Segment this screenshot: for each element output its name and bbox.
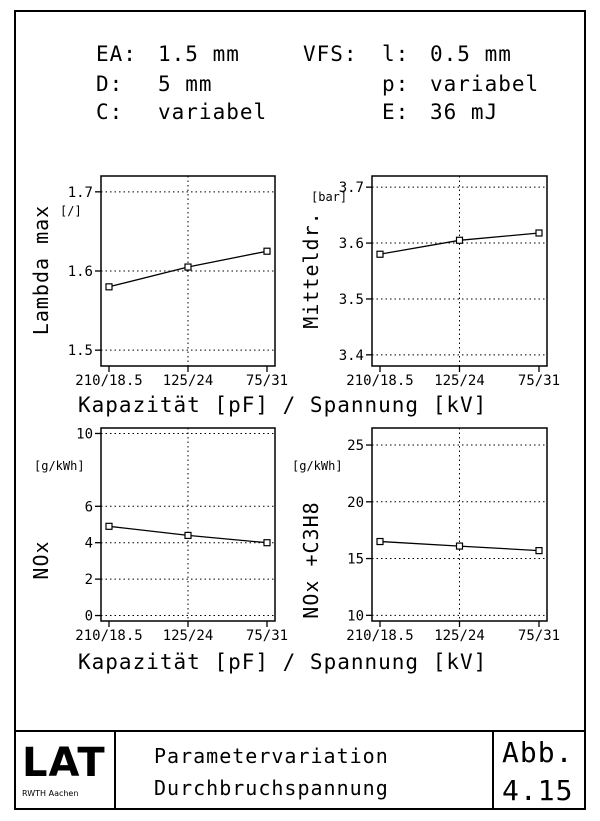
chart4-plot-frame	[371, 427, 548, 622]
chart4-data-point	[376, 537, 384, 546]
chart4-xtick-label: 125/24	[434, 628, 485, 644]
chart2-xtick-label: 125/24	[434, 373, 485, 389]
page-frame	[14, 10, 586, 810]
chart4-ytick-label: 25	[347, 438, 364, 454]
footer: LAT RWTH Aachen Parametervariation Durch…	[14, 730, 586, 810]
chart1-ytick-label: 1.7	[68, 185, 93, 201]
param-e-label: E:	[382, 100, 410, 124]
logo-subtext: RWTH Aachen	[22, 789, 79, 798]
figure-number: 4.15	[502, 774, 574, 807]
chart4-ytick-label: 10	[347, 608, 364, 624]
chart1-xtick-label: 75/31	[246, 373, 288, 389]
param-c-value: variabel	[158, 100, 268, 124]
param-l-label: l:	[382, 42, 410, 66]
chart3-plot-frame	[100, 427, 276, 622]
chart4-xtick-label: 75/31	[518, 628, 560, 644]
chart1-xtick-label: 210/18.5	[75, 373, 142, 389]
param-ea-label: EA:	[96, 42, 137, 66]
chart4-unit-label: [g/kWh]	[292, 459, 343, 473]
chart1-y-axis-title: Lambda max	[29, 205, 53, 335]
footer-title-line1: Parametervariation	[154, 744, 389, 768]
chart2-ytick-label: 3.4	[339, 348, 364, 364]
param-d-value: 5 mm	[158, 72, 213, 96]
param-l-value: 0.5 mm	[430, 42, 512, 66]
chart4-data-point	[535, 547, 543, 555]
chart3-xtick-label: 210/18.5	[75, 628, 142, 644]
x-axis-title-bottom: Kapazität [pF] / Spannung [kV]	[78, 650, 488, 674]
chart3-ytick-label: 2	[85, 572, 93, 588]
chart1-unit-label: [/]	[60, 204, 82, 218]
chart4-xtick-label: 210/18.5	[346, 628, 413, 644]
lat-logo: LAT RWTH Aachen	[14, 732, 116, 810]
chart2-xtick-label: 210/18.5	[346, 373, 413, 389]
chart2-unit-label: [bar]	[311, 190, 347, 204]
param-p-label: p:	[382, 72, 410, 96]
figure-number-box: Abb. 4.15	[492, 732, 586, 810]
chart1-ytick-label: 1.6	[68, 264, 93, 280]
chart2-data-point	[376, 250, 384, 258]
chart3-unit-label: [g/kWh]	[34, 459, 85, 473]
chart2-data-point	[455, 236, 464, 244]
param-p-value: variabel	[430, 72, 540, 96]
chart3-data-point	[105, 522, 113, 530]
chart1-data-point	[263, 247, 271, 255]
chart3-xtick-label: 75/31	[246, 628, 288, 644]
chart1-xtick-label: 125/24	[163, 373, 214, 389]
chart3-ytick-label: 10	[76, 426, 93, 442]
chart3-ytick-label: 4	[85, 536, 93, 552]
chart2-xtick-label: 75/31	[518, 373, 560, 389]
param-ea-value: 1.5 mm	[158, 42, 240, 66]
param-vfs-label: VFS:	[303, 42, 358, 66]
chart4-y-axis-title: NOx +C3H8	[299, 501, 323, 618]
chart4-ytick-label: 15	[347, 552, 364, 568]
chart2-y-axis-title: Mitteldr.	[299, 211, 323, 328]
chart2-ytick-label: 3.5	[339, 292, 364, 308]
chart1-data-point	[105, 283, 113, 291]
chart3-ytick-label: 0	[85, 609, 93, 625]
param-c-label: C:	[96, 100, 124, 124]
chart2-ytick-label: 3.7	[339, 180, 364, 196]
x-axis-title-top: Kapazität [pF] / Spannung [kV]	[78, 393, 488, 417]
param-d-label: D:	[96, 72, 124, 96]
chart1-data-point	[184, 263, 192, 271]
chart3-y-axis-title: NOx	[29, 540, 53, 579]
chart3-data-point	[263, 539, 271, 547]
chart4-data-point	[455, 542, 464, 550]
param-e-value: 36 mJ	[430, 100, 499, 124]
logo-text: LAT	[22, 740, 106, 786]
footer-title-line2: Durchbruchspannung	[154, 776, 389, 800]
chart3-xtick-label: 125/24	[163, 628, 214, 644]
chart3-ytick-label: 6	[85, 499, 93, 515]
chart3-data-point	[184, 531, 192, 540]
chart1-ytick-label: 1.5	[68, 343, 93, 359]
chart2-data-point	[535, 229, 543, 237]
chart4-ytick-label: 20	[347, 495, 364, 511]
figure-abb-label: Abb.	[502, 736, 574, 769]
chart2-ytick-label: 3.6	[339, 236, 364, 252]
